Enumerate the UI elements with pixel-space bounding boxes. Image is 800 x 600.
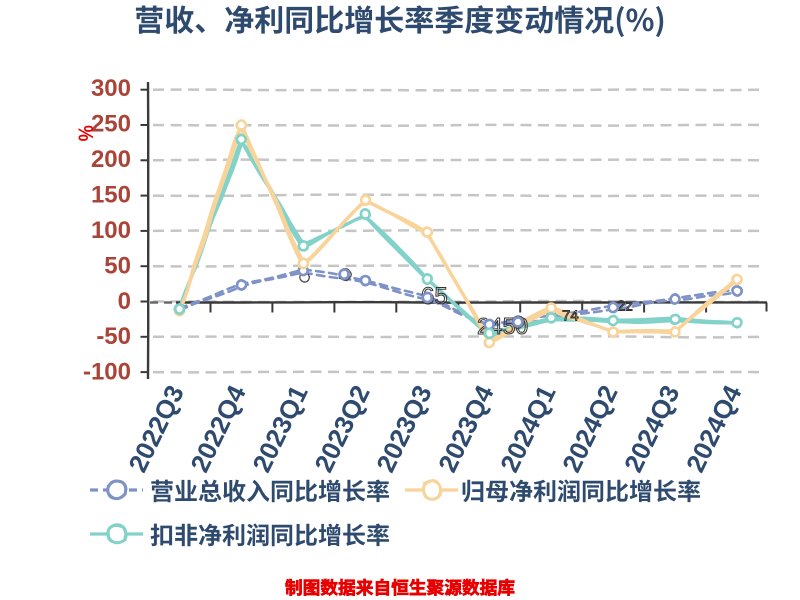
svg-text:%: % [73, 125, 96, 141]
svg-text:50: 50 [104, 252, 131, 279]
svg-text:0: 0 [118, 288, 131, 315]
svg-text:-100: -100 [83, 359, 131, 386]
svg-text:200: 200 [91, 146, 131, 173]
svg-text:300: 300 [91, 75, 131, 102]
svg-text:100: 100 [91, 217, 131, 244]
svg-text:150: 150 [91, 182, 131, 209]
svg-text:2z: 2z [617, 298, 633, 315]
svg-text:250: 250 [91, 111, 131, 138]
svg-text:-50: -50 [96, 323, 131, 350]
svg-text:74: 74 [562, 308, 579, 325]
